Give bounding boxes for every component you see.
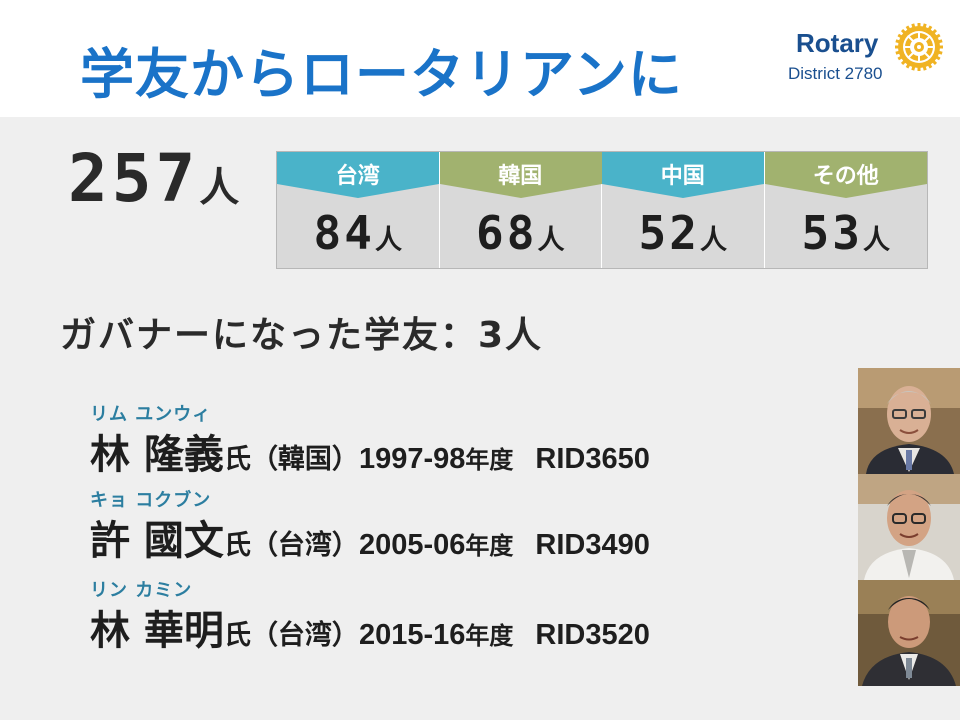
governors-subheading: ガバナーになった学友：3人 [60,315,544,356]
total-unit: 人 [199,165,240,211]
governor-years: 2005-06 [358,529,466,561]
honorific: 氏 [223,444,251,475]
governor-country: （台湾） [250,530,359,561]
tab-banner-fill [764,152,927,198]
breakdown-label: 韓国 [498,164,543,189]
wheel-tooth [905,62,911,69]
name-ruby: リム ユンウィ [90,404,212,425]
breakdown-label: 中国 [660,164,705,189]
wheel-tooth [905,25,911,32]
breakdown-label: その他 [812,164,879,189]
logo-district: District 2780 [788,64,883,83]
rotary-logo: Rotary District 2780 [788,22,948,94]
wheel-tooth [936,50,943,55]
breakdown-unit: 人 [374,225,402,256]
breakdown-number: 84 [313,206,375,260]
governor-photo-1 [858,368,960,474]
tab-banner-shape [277,152,439,198]
wheel-tooth [922,23,927,30]
governor-line: 林 華明氏（台湾）2015-16年度 RID3520 [90,598,650,656]
wheel-tooth [895,45,900,49]
governor-name: 許 國文 [90,518,224,564]
breakdown-unit: 人 [537,225,565,256]
governor-photo-3 [858,580,960,686]
governor-line: 林 隆義氏（韓国）1997-98年度 RID3650 [90,422,650,480]
wheel-tooth [911,64,916,71]
breakdown-cell-other: その他 53人 [764,152,928,268]
page-title: 学友からロータリアンに [80,43,683,106]
wheel-tooth [931,28,938,35]
breakdown-value: 68人 [440,206,602,260]
honorific: 氏 [223,530,251,561]
name-ruby: リン カミン [90,580,193,601]
governor-rid: RID3520 [535,619,650,651]
wheel-tooth [897,55,904,61]
wheel-tooth [938,45,943,49]
governor-line: 許 國文氏（台湾）2005-06年度 RID3490 [90,508,650,566]
tab-banner-shape [764,152,927,198]
wheel-tooth [895,39,902,44]
breakdown-unit: 人 [699,225,727,256]
wheel-tooth [927,62,933,69]
wheel-tooth [917,66,921,71]
breakdown-cell-taiwan: 台湾 84人 [277,152,440,268]
years-unit: 年度 [465,532,514,560]
governor-country: （台湾） [250,620,359,651]
governor-rid: RID3650 [535,443,650,475]
wheel-tooth [922,64,927,71]
tab-banner-fill [439,152,602,198]
tab-banner-fill [602,152,764,198]
honorific: 氏 [223,620,251,651]
country-breakdown-table: 台湾 84人 韓国 68人 中国 52人 その他 53人 [276,151,928,269]
governor-years: 1997-98 [358,443,466,475]
wheel-tooth [900,59,907,66]
wheel-tooth [934,33,941,39]
tab-banner-shape [439,152,602,198]
wheel-tooth [936,39,943,44]
breakdown-label: 台湾 [335,164,380,189]
wheel-tooth [897,33,904,39]
governor-years: 2015-16 [358,619,466,651]
breakdown-number: 53 [801,206,863,260]
wheel-tooth [934,55,941,61]
governor-name: 林 華明 [90,608,224,654]
breakdown-value: 53人 [765,206,928,260]
total-number: 257 [68,140,200,217]
breakdown-value: 52人 [602,206,764,260]
name-ruby: キョ コクブン [90,490,212,511]
wheel-tooth [917,23,921,28]
tab-banner-fill [277,152,439,198]
governor-photo-2 [858,474,960,580]
wheel-tooth [927,25,933,32]
header-band: 学友からロータリアンに Rotary District 2780 [0,0,960,117]
wheel-tooth [911,23,916,30]
governor-name: 林 隆義 [90,432,224,478]
tab-banner-shape [602,152,764,198]
governor-rid: RID3490 [535,529,650,561]
breakdown-cell-china: 中国 52人 [602,152,765,268]
governor-country: （韓国） [250,444,359,475]
rotary-wheel-icon [895,23,943,71]
breakdown-cell-korea: 韓国 68人 [439,152,602,268]
breakdown-value: 84人 [277,206,439,260]
breakdown-number: 52 [638,206,700,260]
wheel-tooth [900,28,907,35]
breakdown-number: 68 [476,206,538,260]
wheel-tooth [931,59,938,66]
years-unit: 年度 [465,622,514,650]
breakdown-unit: 人 [862,225,890,256]
logo-wordmark: Rotary [796,28,879,58]
total-count: 257人 [68,140,239,217]
wheel-tooth [895,50,902,55]
years-unit: 年度 [465,446,514,474]
